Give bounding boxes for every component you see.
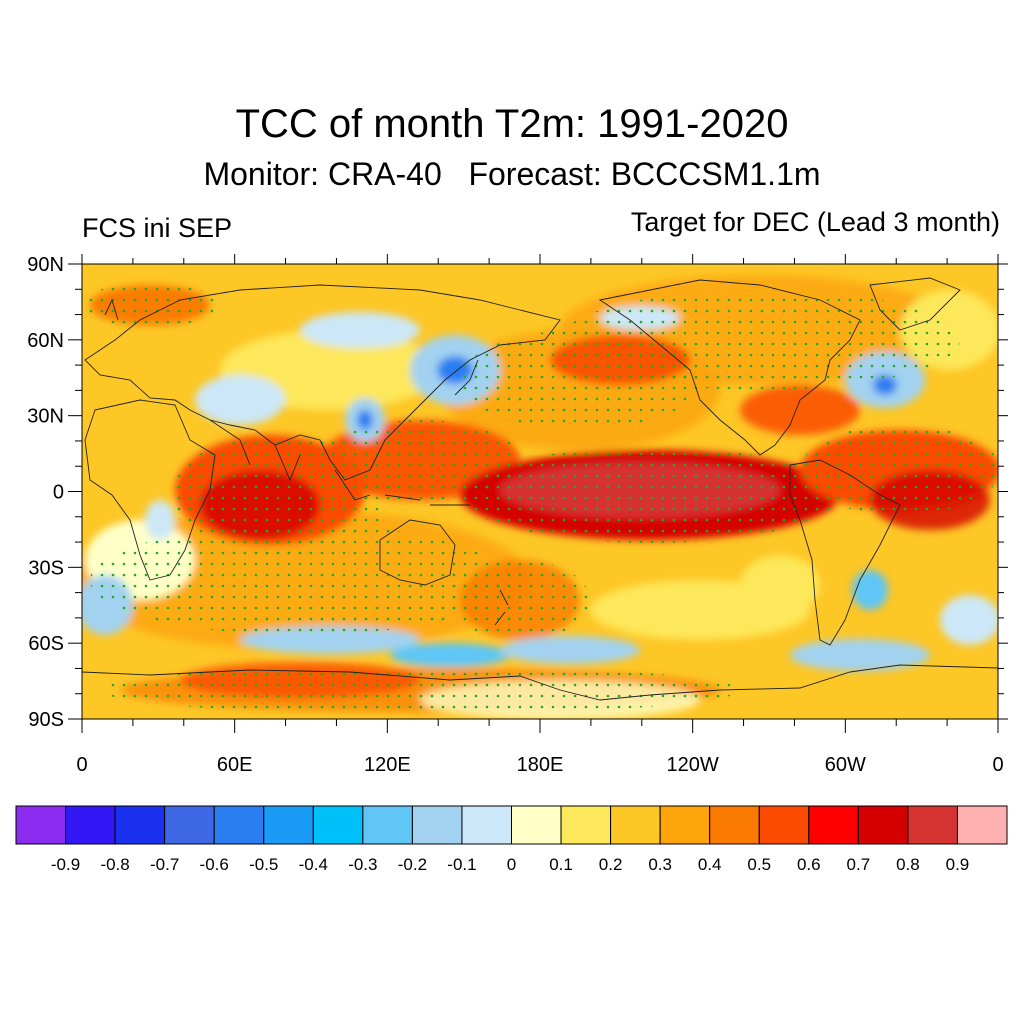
colorbar-label: 0.1 <box>549 855 573 874</box>
lon-tick-label: 60W <box>825 754 866 776</box>
colorbar-label: -0.8 <box>100 855 129 874</box>
colorbar-swatch <box>65 805 116 845</box>
colorbar-swatch <box>461 805 513 845</box>
colorbar: -0.9 -0.8 -0.7 -0.6 -0.5 -0.4 -0.3 -0.2 -0.1 0 0.1… <box>15 805 1008 874</box>
colorbar-swatch <box>758 805 810 845</box>
colorbar-swatch <box>907 805 958 845</box>
map-axes: 90N 60N 30N 0 30S 60S 90S 0 60E 120E 180E 120W 60W 0 <box>27 254 1008 776</box>
lon-tick-label: 120E <box>364 754 411 776</box>
coastlines <box>82 277 998 701</box>
colorbar-swatch <box>808 805 859 845</box>
colorbar-label: -0.7 <box>150 855 179 874</box>
target-label: Target for DEC (Lead 3 month) <box>630 207 1000 237</box>
lat-tick-label: 0 <box>53 482 64 504</box>
colorbar-swatch <box>263 805 314 845</box>
colorbar-swatch <box>709 805 760 845</box>
colorbar-label: -0.9 <box>51 855 80 874</box>
colorbar-label: -0.2 <box>398 855 427 874</box>
colorbar-swatch <box>411 805 463 845</box>
lon-tick-label: 180E <box>517 754 564 776</box>
lat-tick-label: 30N <box>27 406 64 428</box>
chart-subtitle: Monitor: CRA-40 Forecast: BCCCSM1.1m <box>203 156 821 192</box>
significance-stipple <box>82 283 998 714</box>
colorbar-label: 0.2 <box>599 855 623 874</box>
colorbar-swatch <box>15 805 67 845</box>
lat-tick-label: 60S <box>28 633 64 655</box>
colorbar-label: -0.3 <box>348 855 377 874</box>
lat-tick-label: 90S <box>28 709 64 731</box>
colorbar-swatch <box>956 805 1008 845</box>
lon-tick-label: 0 <box>992 754 1003 776</box>
colorbar-swatch <box>114 805 166 845</box>
correlation-field <box>82 264 998 719</box>
lon-tick-label: 60E <box>217 754 253 776</box>
lat-tick-label: 90N <box>27 254 64 276</box>
colorbar-label: -0.1 <box>447 855 476 874</box>
colorbar-swatch <box>213 805 265 845</box>
colorbar-label: 0.4 <box>698 855 722 874</box>
lat-tick-label: 30S <box>28 557 64 579</box>
colorbar-swatch <box>312 805 364 845</box>
colorbar-swatch <box>857 805 909 845</box>
colorbar-label: 0.9 <box>946 855 970 874</box>
colorbar-label: 0.8 <box>896 855 920 874</box>
chart-title: TCC of month T2m: 1991-2020 <box>235 102 789 146</box>
colorbar-label: 0.5 <box>747 855 771 874</box>
colorbar-label: -0.6 <box>200 855 229 874</box>
colorbar-label: -0.5 <box>249 855 278 874</box>
colorbar-swatch <box>164 805 215 845</box>
colorbar-swatch <box>362 805 413 845</box>
colorbar-label: -0.4 <box>299 855 328 874</box>
colorbar-swatch <box>659 805 711 845</box>
colorbar-label: 0.7 <box>847 855 871 874</box>
colorbar-swatch <box>511 805 562 845</box>
colorbar-label: 0 <box>507 855 516 874</box>
lat-tick-label: 60N <box>27 330 64 352</box>
lon-tick-label: 0 <box>76 754 87 776</box>
colorbar-swatch <box>610 805 661 845</box>
colorbar-label: 0.6 <box>797 855 821 874</box>
colorbar-label: 0.3 <box>648 855 672 874</box>
initialization-label: FCS ini SEP <box>82 213 233 243</box>
lon-tick-label: 120W <box>667 754 719 776</box>
colorbar-swatch <box>560 805 612 845</box>
